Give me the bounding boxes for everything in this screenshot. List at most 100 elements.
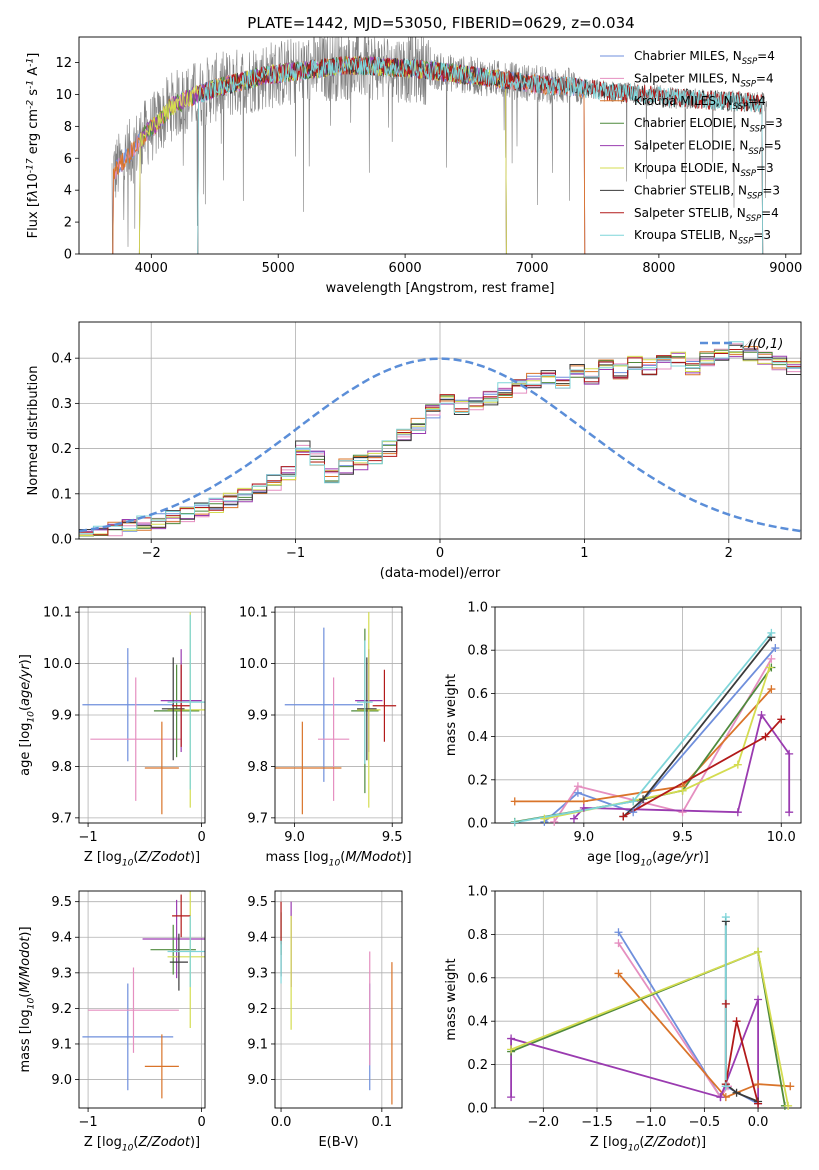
weight-marker: [540, 814, 549, 823]
label-fragment: (: [639, 1135, 644, 1150]
y-tick-label: 0.3: [51, 397, 72, 412]
panel-weight-vs-Z: −2.0 −1.5 −1.0 −0.5 0.0 0.0 0.2 0.4 0.6 0.8 1.0 Z […: [444, 885, 802, 1154]
label-fragment: =3: [765, 116, 783, 130]
label-fragment: Flux [f: [26, 197, 41, 238]
weight-marker: [761, 732, 770, 741]
label-fragment: M/M: [18, 966, 33, 993]
y-tick-label: 9.4: [247, 931, 268, 946]
label-fragment: Z [log: [590, 1135, 628, 1150]
axes-frame: [78, 606, 206, 824]
legend-entry: Salpeter ELODIE, NSSP=5: [634, 139, 782, 156]
label-fragment: =3: [753, 228, 771, 242]
label-fragment: mass [log: [18, 1009, 33, 1072]
label-fragment: Salpeter ELODIE, N: [634, 139, 748, 153]
label-fragment: Kroupa ELODIE, N: [634, 161, 741, 175]
label-fragment: 10: [640, 859, 652, 869]
label-fragment: =5: [764, 139, 782, 153]
weight-marker: [771, 644, 780, 653]
label-fragment: odot: [372, 850, 402, 865]
y-tick-label: 9.2: [247, 1002, 268, 1017]
plot-area: [280, 901, 393, 1105]
axes-frame: [274, 890, 403, 1109]
weight-marker: [678, 786, 687, 795]
weight-marker: [507, 1034, 516, 1043]
weight-marker: [510, 797, 519, 806]
axes-frame: [78, 321, 802, 540]
label-fragment: E(B-V): [318, 1135, 358, 1150]
label-fragment: SSP: [738, 235, 754, 245]
label-fragment: =4: [757, 49, 775, 63]
weight-marker: [784, 1101, 793, 1110]
x-tick-label: 0: [197, 1115, 205, 1130]
x-axis-label: mass [log10(M/Modot)]: [265, 850, 411, 869]
y-tick-label: 0.2: [467, 1058, 488, 1073]
y-tick-label: 10.1: [239, 606, 268, 621]
label-fragment: Z [log: [84, 1135, 122, 1150]
y-tick-label: 8: [64, 120, 72, 135]
y-tick-label: 1.0: [467, 885, 488, 900]
y-tick-label: 0.6: [467, 687, 488, 702]
x-tick-label: 9000: [769, 261, 802, 276]
plot-area: [82, 891, 205, 1099]
label-fragment: Kroupa MILES, N: [634, 94, 733, 108]
histogram-step: [79, 341, 801, 535]
weight-marker: [629, 808, 638, 817]
y-tick-label: 2: [64, 216, 72, 231]
weight-marker: [757, 711, 766, 719]
histogram-step: [79, 346, 801, 536]
weight-marker: [678, 808, 687, 817]
x-tick-label: 7000: [515, 261, 548, 276]
label-fragment: )]: [699, 850, 709, 865]
y-tick-label: 9.5: [51, 895, 72, 910]
weight-marker: [579, 803, 588, 812]
y-tick-label: 9.7: [51, 811, 72, 826]
label-fragment: Chabrier MILES, N: [634, 49, 742, 63]
label-fragment: (: [133, 1135, 138, 1150]
weight-marker: [639, 795, 648, 804]
label-fragment: SSP: [746, 213, 762, 223]
panel-mass-vs-Z: −1 09.09.19.29.39.49.5Z [log10(Z/Zodot)]m…: [18, 890, 206, 1154]
label-fragment: )]: [696, 1135, 706, 1150]
x-tick-label: −1.5: [581, 1115, 613, 1130]
label-fragment: SSP: [750, 123, 766, 133]
x-tick-label: 8000: [642, 261, 675, 276]
x-tick-label: −1.0: [635, 1115, 667, 1130]
y-axis-label: age [log10(age/yr)]: [18, 654, 37, 776]
weight-marker: [754, 947, 763, 956]
weight-marker: [721, 1082, 730, 1091]
histogram-step: [79, 344, 801, 530]
y-tick-label: 12: [55, 56, 72, 71]
label-fragment: (data-model)/error: [380, 566, 501, 581]
label-fragment: odot: [667, 1135, 697, 1150]
weight-marker: [754, 1080, 763, 1089]
x-tick-label: 6000: [389, 261, 422, 276]
label-fragment: 10: [27, 998, 37, 1010]
y-tick-label: 0.6: [467, 971, 488, 986]
y-tick-label: 9.0: [247, 1073, 268, 1088]
weight-marker: [614, 969, 623, 978]
y-tick-label: 6: [64, 152, 72, 167]
y-axis-label: mass [log10(M/Modot)]: [18, 926, 37, 1072]
legend-entry: 𝒩(0,1): [740, 337, 783, 352]
y-tick-label: 9.1: [247, 1037, 268, 1052]
x-tick-label: −2: [142, 546, 161, 561]
label-fragment: SSP: [748, 146, 764, 156]
weight-marker: [507, 1093, 516, 1102]
weight-line: [553, 658, 773, 823]
label-fragment: age/yr: [18, 663, 33, 706]
label-fragment: Normed distribution: [26, 366, 41, 496]
weight-marker: [767, 628, 776, 637]
x-tick-label: 0.1: [371, 1115, 392, 1130]
weight-marker: [732, 1017, 741, 1026]
x-tick-label: −1: [286, 546, 305, 561]
axes-frame: [78, 36, 802, 255]
axes-frame: [494, 890, 802, 1109]
legend-entry: Kroupa MILES, NSSP=4: [634, 94, 766, 111]
y-tick-label: 9.4: [51, 931, 72, 946]
weight-marker: [733, 808, 742, 817]
plot-area: [111, 37, 767, 254]
label-fragment: odot: [18, 936, 33, 966]
label-fragment: =3: [762, 183, 780, 197]
weight-line: [514, 688, 773, 803]
y-tick-label: 10.0: [43, 657, 72, 672]
